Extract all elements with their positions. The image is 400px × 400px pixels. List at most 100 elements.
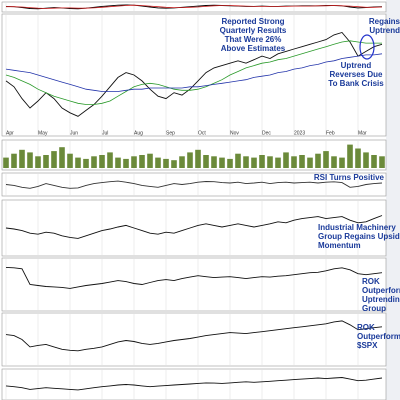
volume-bar [283,152,289,168]
x-tick-label: Nov [230,130,239,136]
annotation: $SPX [357,341,378,350]
volume-bar [19,149,25,168]
volume-bar [27,152,33,168]
x-tick-label: Feb [326,130,335,136]
x-tick-label: Oct [198,130,206,136]
series-line [5,377,383,391]
annotation: Outperforms [357,332,400,341]
volume-bar [131,156,137,168]
x-tick-label: Apr [6,130,14,136]
volume-bar [59,147,65,168]
volume-bar [211,156,217,168]
annotation: Uptrend [341,61,372,70]
volume-bar [259,155,265,168]
volume-bar [219,157,225,168]
volume-bar [107,152,113,168]
volume-bar [83,158,89,168]
panel-frame [1,13,387,137]
volume-bar [155,157,161,168]
volume-bar [67,153,73,168]
annotation: Regains [369,17,400,26]
volume-bar [227,158,233,168]
x-tick-label: 2023 [294,130,305,136]
highlight-circle [359,34,375,60]
panel-frame [1,199,387,257]
annotation: Industrial Machinery [318,223,396,232]
volume-bar [355,148,361,168]
panel-frame [1,1,387,13]
series-line [6,4,383,9]
volume-bar [363,152,369,168]
volume-bar [267,156,273,168]
annotation: Outperforms [362,286,400,295]
annotation: Uptrend [369,26,400,35]
series-line [5,180,383,189]
volume-bar [139,155,145,168]
volume-bar [123,158,129,168]
series-line [5,31,383,117]
volume-bar [75,157,81,168]
panel-frame [1,368,387,400]
volume-bar [331,156,337,168]
volume-bar [347,144,353,168]
volume-bar [339,157,345,168]
volume-bar [3,157,9,168]
panel-frame [1,257,387,312]
series-line [5,53,383,92]
annotation: Group [362,304,386,313]
series-line [5,266,383,289]
volume-bar [147,153,153,168]
panel-frame [1,312,387,367]
annotation: Quarterly Results [220,26,287,35]
volume-bar [195,149,201,168]
volume-bar [163,158,169,168]
volume-bar [91,156,97,168]
volume-bar [379,156,385,168]
series-line [5,215,383,239]
annotation: Uptrending [362,295,400,304]
x-tick-label: May [38,130,48,136]
x-tick-label: Sep [166,130,175,136]
volume-bar [275,157,281,168]
volume-bar [99,155,105,168]
series-line [5,320,383,352]
x-tick-label: Jul [102,130,108,136]
annotation: Momentum [318,241,361,250]
panel-frame [1,139,387,171]
volume-bar [187,152,193,168]
volume-bar [203,155,209,168]
volume-bar [251,157,257,168]
annotation: ROK [362,277,380,286]
volume-bar [171,160,177,168]
annotation: Reported Strong [221,17,284,26]
x-tick-label: Mar [358,130,367,136]
volume-bar [323,151,329,168]
volume-bar [371,155,377,168]
annotation: That Were 26% [225,35,282,44]
annotation: To Bank Crisis [328,79,384,88]
volume-bar [11,153,17,168]
x-tick-label: Dec [262,130,271,136]
volume-bar [315,153,321,168]
annotation: RSI Turns Positive [314,173,385,182]
annotation: Reverses Due [330,70,383,79]
volume-bar [179,156,185,168]
volume-bar [115,157,121,168]
volume-bar [235,153,241,168]
panel-frame [1,172,387,197]
series-line [5,40,382,105]
x-tick-label: Aug [134,130,143,136]
volume-bar [291,156,297,168]
annotation: ROK [357,323,375,332]
volume-bar [51,151,57,168]
volume-bar [307,157,313,168]
price-scale-strip [386,0,400,400]
volume-bar [43,155,49,168]
volume-bar [243,156,249,168]
annotation: Group Regains Upside [318,232,400,241]
annotation: Above Estimates [221,44,286,53]
volume-bar [35,156,41,168]
x-tick-label: Jun [70,130,78,136]
volume-bar [299,155,305,168]
